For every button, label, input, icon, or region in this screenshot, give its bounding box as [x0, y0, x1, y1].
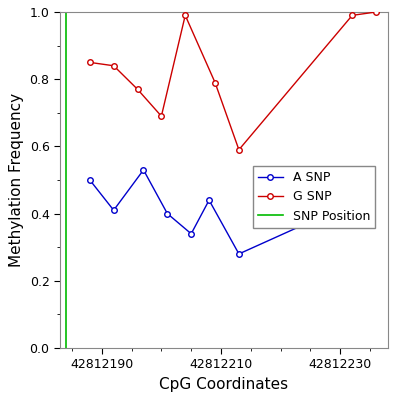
A SNP — [165, 211, 170, 216]
A SNP — [88, 178, 92, 182]
G SNP — [213, 80, 218, 85]
A SNP — [207, 198, 212, 202]
G SNP — [236, 147, 241, 152]
Legend: A SNP, G SNP, SNP Position: A SNP, G SNP, SNP Position — [253, 166, 375, 228]
G SNP — [88, 60, 92, 65]
X-axis label: CpG Coordinates: CpG Coordinates — [160, 377, 288, 392]
G SNP — [374, 10, 378, 14]
A SNP — [326, 211, 331, 216]
A SNP — [236, 252, 241, 256]
Line: G SNP: G SNP — [87, 9, 379, 152]
G SNP — [350, 13, 355, 18]
A SNP — [189, 231, 194, 236]
Line: A SNP: A SNP — [87, 167, 331, 257]
G SNP — [135, 87, 140, 92]
G SNP — [111, 63, 116, 68]
Y-axis label: Methylation Frequency: Methylation Frequency — [9, 93, 24, 267]
A SNP — [111, 208, 116, 213]
A SNP — [141, 168, 146, 172]
G SNP — [159, 114, 164, 118]
G SNP — [183, 13, 188, 18]
